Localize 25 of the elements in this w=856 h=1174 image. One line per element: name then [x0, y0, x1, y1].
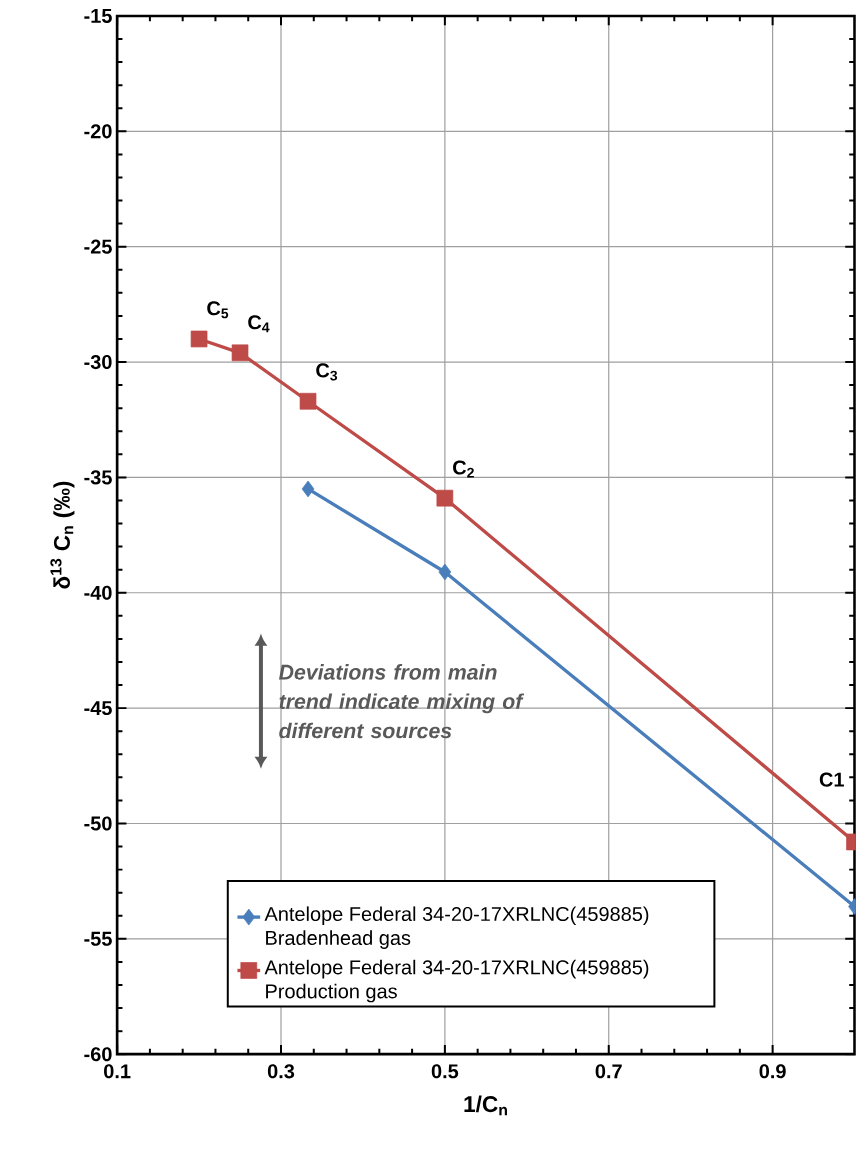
- y-tick-label: -55: [84, 931, 112, 946]
- annotation: C$_{2}$: [453, 460, 474, 478]
- legend-label: Antelope Federal 34-20-17XRLNC(459885) Production gas: [264, 959, 649, 1003]
- annotation: C$_{5}$: [207, 301, 229, 319]
- y-tick-label: -30: [84, 354, 112, 370]
- y-axis-title: δ$^{13}$ C$_{n}$ (‰): [50, 481, 75, 589]
- x-tick-label: 0.7: [595, 1064, 622, 1079]
- y-tick-label: -15: [84, 9, 112, 23]
- y-tick-label: -45: [84, 701, 112, 716]
- x-tick-label: 0.1: [104, 1064, 131, 1079]
- x-axis-title: 1/C$_{n}$: [464, 1095, 508, 1116]
- y-tick-label: -25: [84, 239, 112, 254]
- x-tick-label: 0.3: [267, 1064, 295, 1079]
- y-tick-label: -35: [84, 470, 112, 485]
- x-tick-label: 0.5: [431, 1064, 459, 1079]
- annotation: Deviations from main trend indicate mixing of different sources: [279, 664, 525, 739]
- y-tick-label: -40: [84, 585, 112, 600]
- legend-label: Antelope Federal 34-20-17XRLNC(459885) Bradenhead gas: [264, 906, 649, 949]
- annotation: C$_{4}$: [248, 315, 270, 333]
- y-tick-label: -20: [84, 124, 112, 139]
- y-tick-label: -50: [84, 816, 112, 831]
- annotation: C$_{3}$: [316, 363, 338, 381]
- y-tick-label: -60: [84, 1047, 112, 1062]
- x-tick-label: 0.9: [759, 1064, 786, 1079]
- annotation: C1: [819, 772, 845, 787]
